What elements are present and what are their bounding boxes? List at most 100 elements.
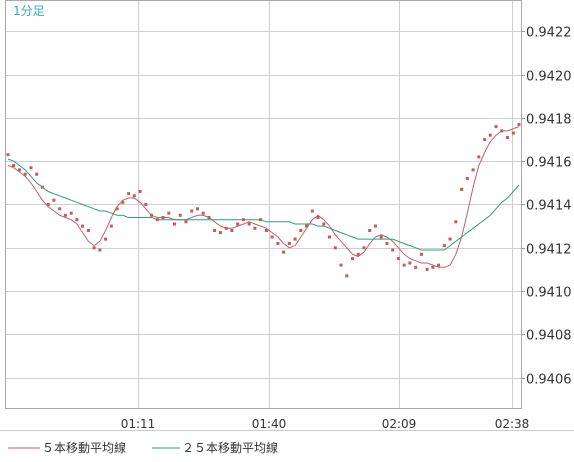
price-dot: [356, 252, 360, 256]
price-dot: [414, 265, 418, 269]
price-dot: [218, 231, 222, 235]
price-dot: [167, 211, 171, 215]
price-dot: [190, 209, 194, 213]
price-dot: [419, 252, 423, 256]
price-dot: [379, 235, 383, 239]
price-dot: [299, 229, 303, 232]
price-dot: [270, 235, 274, 239]
legend-ma5-label: ５本移動平均線: [42, 440, 126, 455]
price-dot: [29, 166, 33, 170]
price-dot: [506, 135, 509, 139]
price-dot: [287, 242, 291, 245]
price-dot: [339, 263, 343, 267]
price-dot: [86, 229, 90, 232]
price-dot: [230, 229, 234, 232]
price-dot: [241, 218, 245, 222]
price-dot: [23, 172, 27, 176]
price-dot: [276, 242, 280, 245]
price-dot: [18, 168, 21, 172]
price-dot: [213, 229, 217, 232]
price-dot: [184, 220, 188, 224]
y-tick-label: 0.9416: [526, 156, 572, 171]
price-dot: [138, 190, 142, 193]
price-dot: [333, 246, 337, 250]
price-dot: [178, 213, 182, 217]
price-dot: [310, 209, 314, 213]
price-dot: [98, 248, 102, 252]
price-dot: [155, 218, 159, 222]
price-dot: [264, 229, 268, 232]
price-dot: [460, 187, 464, 191]
price-dot: [374, 224, 377, 228]
y-tick-label: 0.9410: [526, 286, 572, 301]
price-dot: [115, 207, 119, 211]
price-dot: [46, 203, 50, 206]
price-dot: [322, 222, 326, 226]
price-dot: [161, 216, 165, 219]
price-dot: [259, 218, 263, 222]
price-dot: [127, 192, 131, 196]
price-dot: [368, 229, 372, 232]
price-dot: [196, 207, 199, 211]
price-dot: [109, 224, 113, 228]
price-dot: [40, 185, 44, 189]
price-dot: [471, 168, 475, 172]
price-dot: [408, 261, 412, 265]
legend-ma25-label: ２５本移動平均線: [182, 440, 278, 455]
price-dot: [431, 265, 435, 269]
price-dot: [293, 237, 297, 241]
y-tick-label: 0.9422: [526, 26, 572, 41]
price-dot: [454, 220, 458, 224]
series-layer: [6, 122, 521, 278]
price-dot: [362, 246, 366, 250]
price-dot: [58, 207, 62, 211]
price-dot: [483, 138, 487, 142]
price-dot: [282, 250, 286, 254]
x-tick-label: 02:09: [382, 417, 417, 431]
price-dot: [391, 248, 395, 252]
price-dot: [12, 164, 16, 167]
price-dot: [385, 242, 389, 245]
ma5-line: [7, 126, 520, 268]
price-dot: [75, 218, 79, 222]
price-dot: [437, 263, 441, 267]
y-tick-label: 0.9414: [526, 199, 572, 214]
price-dot: [132, 194, 136, 198]
y-tick-label: 0.9420: [526, 70, 572, 85]
price-dot: [253, 226, 257, 230]
price-dot: [207, 216, 211, 219]
ma25-line: [7, 158, 520, 251]
price-dot: [442, 244, 446, 248]
price-dot: [52, 198, 56, 202]
price-dot: [500, 129, 504, 133]
x-tick-label: 01:40: [252, 417, 287, 431]
legend: ５本移動平均線 ２５本移動平均線: [8, 440, 278, 455]
price-dot: [81, 224, 85, 228]
price-dot: [173, 222, 176, 226]
x-tick-label: 02:38: [495, 417, 530, 431]
price-dot: [425, 267, 429, 271]
price-dot: [247, 222, 251, 226]
price-dot: [201, 211, 205, 215]
price-dot: [121, 200, 125, 204]
price-dot: [35, 172, 39, 176]
price-dot: [92, 246, 96, 250]
grid-lines: [6, 1, 521, 408]
price-dot: [511, 131, 515, 135]
y-tick-label: 0.9408: [526, 329, 572, 344]
price-dot: [144, 203, 148, 206]
price-dot: [494, 125, 498, 129]
price-dot: [6, 153, 10, 157]
price-dot: [477, 155, 481, 159]
price-dot: [402, 263, 406, 267]
price-dot: [63, 213, 67, 217]
price-dot: [448, 237, 452, 241]
price-dot: [305, 224, 309, 228]
price-dot: [328, 235, 331, 239]
y-tick-label: 0.9412: [526, 243, 572, 258]
price-dot: [396, 257, 400, 261]
price-dot: [351, 257, 354, 261]
price-dot: [345, 274, 349, 278]
